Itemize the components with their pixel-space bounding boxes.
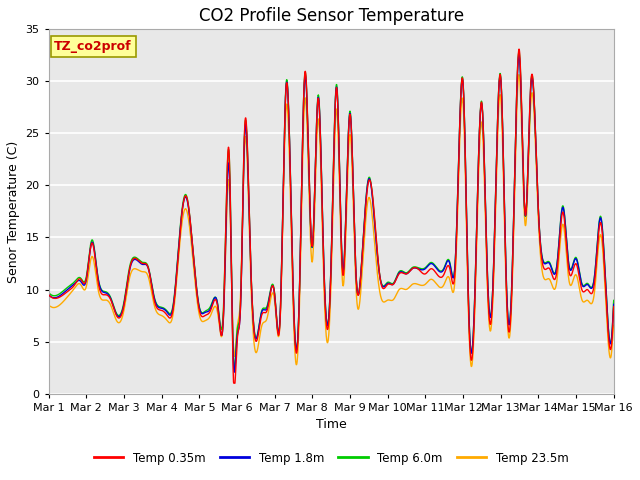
Text: TZ_co2prof: TZ_co2prof (54, 40, 132, 53)
X-axis label: Time: Time (316, 418, 347, 431)
Title: CO2 Profile Sensor Temperature: CO2 Profile Sensor Temperature (198, 7, 464, 25)
Y-axis label: Senor Temperature (C): Senor Temperature (C) (7, 140, 20, 283)
Legend: Temp 0.35m, Temp 1.8m, Temp 6.0m, Temp 23.5m: Temp 0.35m, Temp 1.8m, Temp 6.0m, Temp 2… (89, 447, 573, 469)
